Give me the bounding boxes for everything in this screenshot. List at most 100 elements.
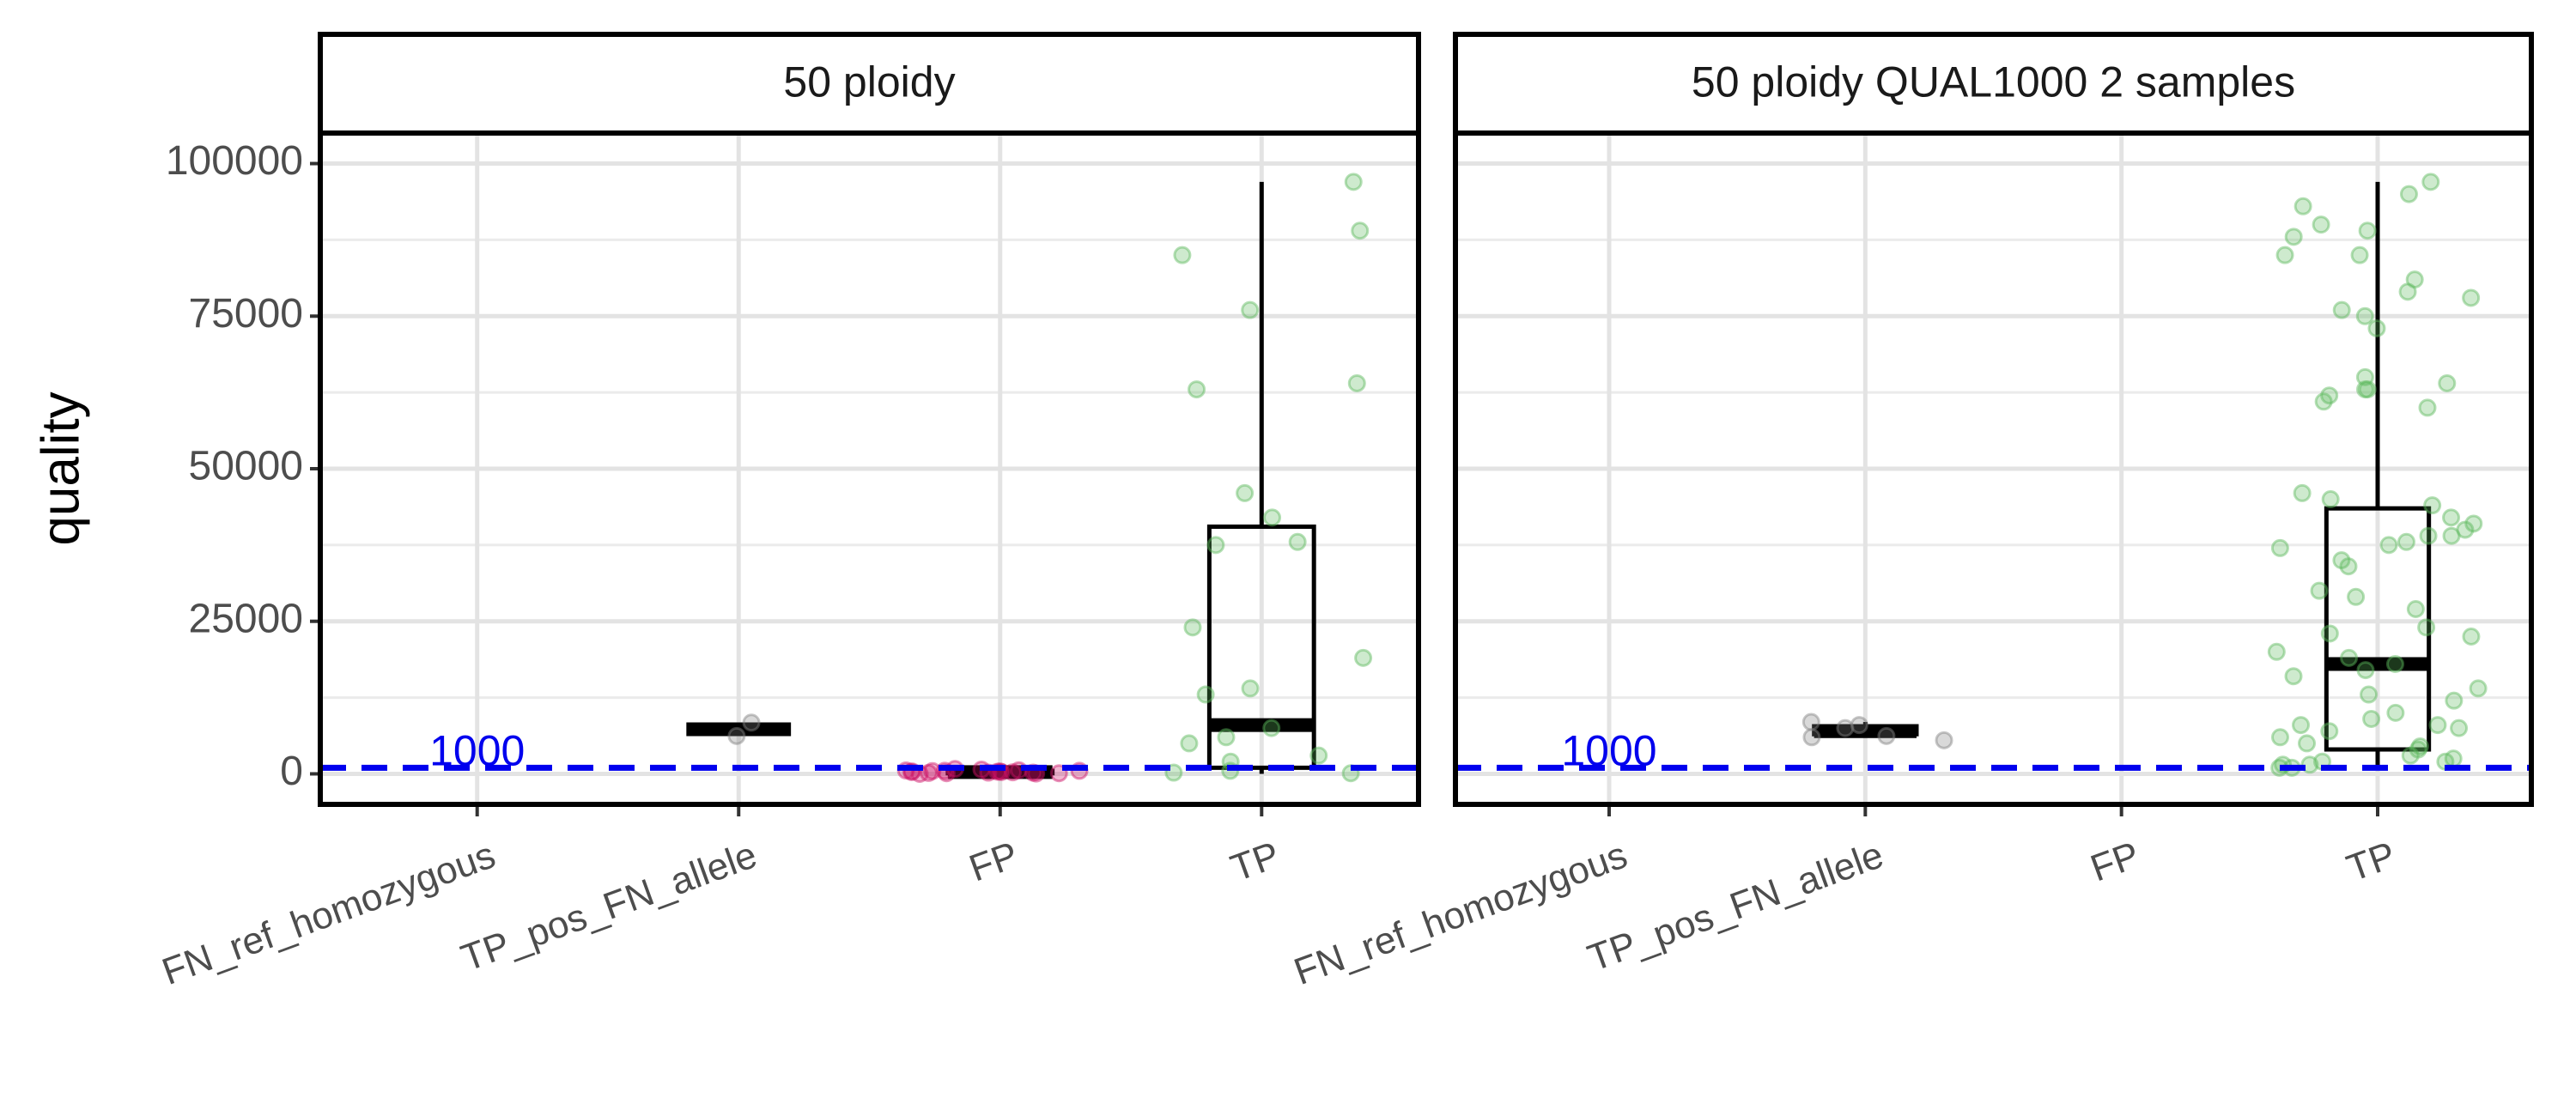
point: [2398, 282, 2417, 301]
point: [2469, 679, 2488, 698]
point: [2332, 551, 2351, 570]
x-tick-label: TP: [2342, 834, 2402, 889]
point: [2356, 380, 2375, 399]
point: [2385, 654, 2404, 673]
point: [2401, 746, 2420, 765]
point: [2347, 587, 2366, 606]
panel-border: [318, 130, 1421, 807]
point: [2320, 386, 2339, 405]
y-tick-label: 0: [280, 749, 303, 794]
point: [2405, 270, 2424, 289]
x-tick-label: TP: [1225, 834, 1285, 889]
point: [2340, 648, 2359, 667]
point: [2399, 185, 2418, 203]
point: [2464, 514, 2483, 533]
point: [2462, 288, 2481, 307]
point: [2428, 716, 2447, 735]
point: [2419, 526, 2438, 545]
point: [2450, 719, 2469, 737]
point: [2350, 246, 2369, 264]
point: [2456, 520, 2475, 539]
point: [1802, 728, 1821, 747]
point: [2442, 508, 2461, 527]
y-axis-label: quality: [31, 391, 90, 545]
point: [2362, 709, 2381, 728]
x-tick-label: TP_pos_FN_allele: [456, 834, 762, 980]
point: [2292, 716, 2311, 735]
point: [1263, 508, 1282, 527]
x-tick-label: TP_pos_FN_allele: [1583, 834, 1889, 980]
point: [2438, 373, 2457, 392]
x-tick-label: FN_ref_homozygous: [157, 834, 501, 993]
y-tick-label: 100000: [166, 138, 303, 184]
facet-strip: [318, 32, 1421, 136]
point: [2339, 557, 2358, 576]
point: [2379, 536, 2398, 555]
point: [2418, 398, 2437, 417]
x-tick-label: FP: [964, 834, 1024, 889]
facet-title: 50 ploidy QUAL1000 2 samples: [1692, 58, 2295, 106]
point: [1935, 731, 1953, 749]
point: [2421, 173, 2440, 191]
y-tick-label: 50000: [189, 444, 303, 489]
point: [2462, 628, 2481, 646]
point: [1206, 536, 1225, 555]
y-tick-label: 25000: [189, 596, 303, 641]
point: [1180, 734, 1199, 753]
point: [2417, 618, 2436, 637]
point: [742, 713, 761, 732]
point: [1801, 713, 1820, 731]
x-tick-label: FP: [2085, 834, 2145, 889]
point: [2275, 246, 2294, 264]
point: [2360, 685, 2379, 704]
point: [1173, 246, 1192, 264]
point: [2445, 691, 2464, 710]
point: [2284, 227, 2303, 246]
point: [919, 763, 938, 782]
point: [1309, 746, 1328, 765]
point: [1183, 618, 1202, 637]
point: [2284, 667, 2303, 686]
x-tick-label: FN_ref_homozygous: [1289, 834, 1633, 993]
point: [2406, 600, 2425, 619]
point: [1877, 726, 1896, 745]
point: [1241, 679, 1260, 698]
box: [2324, 506, 2432, 752]
panel-border: [1453, 130, 2534, 807]
point: [727, 726, 746, 745]
box: [1206, 525, 1316, 770]
point: [2423, 496, 2442, 515]
point: [2310, 581, 2329, 600]
point: [1354, 648, 1373, 667]
point: [1003, 763, 1022, 782]
point: [2320, 722, 2339, 741]
point: [1236, 483, 1255, 502]
point: [2410, 737, 2429, 755]
point: [2332, 300, 2351, 319]
point: [1217, 728, 1236, 747]
point: [2270, 728, 2289, 747]
point: [1241, 300, 1260, 319]
point: [2355, 367, 2374, 386]
threshold-label: 1000: [1561, 727, 1656, 775]
point: [923, 761, 942, 780]
point: [2409, 740, 2427, 759]
point: [2367, 318, 2386, 337]
point: [2314, 392, 2333, 411]
point: [2312, 215, 2330, 234]
threshold-label: 1000: [429, 727, 525, 775]
point: [1344, 173, 1363, 191]
point: [2358, 221, 2377, 240]
point: [2320, 624, 2339, 643]
point: [2321, 490, 2340, 509]
point: [2298, 734, 2317, 753]
point: [1351, 221, 1370, 240]
point: [1288, 532, 1307, 551]
point: [1850, 716, 1868, 735]
point: [2356, 661, 2375, 680]
point: [2442, 526, 2461, 545]
point: [2270, 538, 2289, 557]
point: [2300, 755, 2319, 774]
point: [2355, 306, 2374, 325]
point: [1262, 719, 1281, 737]
